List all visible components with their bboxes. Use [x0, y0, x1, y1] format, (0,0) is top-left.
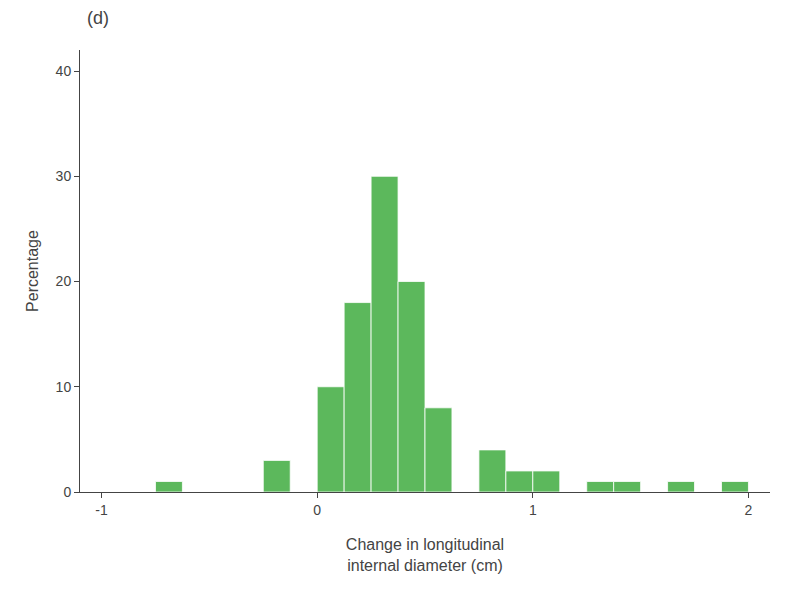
svg-text:2: 2 — [745, 502, 753, 518]
svg-text:1: 1 — [529, 502, 537, 518]
svg-text:30: 30 — [56, 168, 72, 184]
svg-text:0: 0 — [63, 484, 71, 500]
svg-text:40: 40 — [56, 63, 72, 79]
svg-text:20: 20 — [56, 273, 72, 289]
svg-text:0: 0 — [313, 502, 321, 518]
svg-text:(d): (d) — [87, 8, 109, 28]
svg-text:-1: -1 — [95, 502, 108, 518]
svg-text:Percentage: Percentage — [24, 230, 41, 312]
svg-text:10: 10 — [56, 379, 72, 395]
svg-text:Change in longitudinalinternal: Change in longitudinalinternal diameter … — [346, 536, 504, 574]
